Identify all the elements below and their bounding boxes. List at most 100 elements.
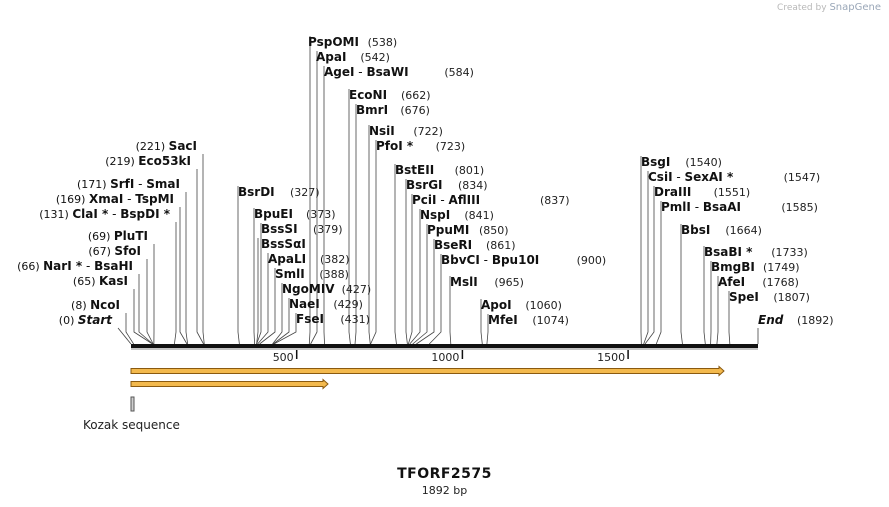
ruler: 500 1000 1500	[273, 350, 629, 364]
site-label-apali: ApaLI (382)	[268, 252, 350, 266]
site-leader	[202, 154, 205, 345]
ruler-tick-label: 1500	[597, 351, 625, 364]
site-leader	[428, 254, 442, 345]
site-leader	[643, 171, 649, 345]
site-position: (1749)	[763, 261, 800, 274]
site-leader	[480, 299, 483, 345]
site-name: MslI	[450, 275, 478, 289]
site-label-nari: (66) NarI * - BsaHI	[17, 259, 133, 273]
orf-arrow	[130, 365, 725, 377]
site-name: BmrI	[356, 103, 388, 117]
site-name: PpuMI	[427, 223, 469, 237]
site-name: (0) Start	[59, 313, 113, 327]
site-leader	[416, 239, 435, 345]
site-label-bsrdi: BsrDI (327)	[238, 185, 320, 199]
site-name: MfeI	[488, 313, 518, 327]
site-label-apoi: ApoI (1060)	[481, 298, 562, 312]
site-leader	[449, 276, 452, 345]
site-leader	[348, 89, 351, 345]
site-leader	[256, 238, 259, 345]
site-leader	[272, 298, 290, 345]
site-label-bsteii: BstEII (801)	[395, 163, 484, 177]
site-name: AgeI - BsaWI	[324, 65, 409, 79]
site-label-bsssi: BssSI (379)	[261, 222, 343, 236]
site-label-pmli: PmlI - BsaAI (1585)	[661, 200, 818, 214]
kozak-feature	[130, 396, 135, 412]
site-position: (1892)	[797, 314, 834, 327]
site-leader-lines	[117, 36, 759, 345]
site-position: (1768)	[762, 276, 799, 289]
site-label-pluti: (69) PluTI	[88, 229, 148, 243]
site-leader	[174, 222, 177, 345]
site-label-apai: ApaI (542)	[316, 50, 390, 64]
site-leader	[680, 224, 683, 345]
site-position: (1060)	[525, 299, 562, 312]
site-position: (834)	[458, 179, 488, 192]
sequence-length: 1892 bp	[421, 484, 468, 497]
site-position: (1547)	[784, 171, 821, 184]
credit-prefix: Created by	[777, 3, 827, 13]
site-label-bsgi: BsgI (1540)	[641, 155, 722, 169]
site-label-ncoi: (8) NcoI	[71, 298, 120, 312]
site-name: BsrDI	[238, 185, 275, 199]
feature-track	[130, 365, 725, 412]
site-position: (542)	[360, 51, 390, 64]
site-name: AfeI	[718, 275, 745, 289]
site-name: PfoI *	[376, 139, 414, 153]
site-leader	[655, 201, 662, 345]
site-position: (841)	[464, 209, 494, 222]
site-label-saci: (221) SacI	[136, 139, 197, 153]
site-name: PmlI - BsaAI	[661, 200, 741, 214]
site-name: (219) Eco53kI	[105, 154, 191, 168]
site-label-srfi: (171) SrfI - SmaI	[77, 177, 180, 191]
site-label-xmai: (169) XmaI - TspMI	[56, 192, 174, 206]
site-label-bmri: BmrI (676)	[356, 103, 430, 117]
site-leader	[354, 104, 357, 345]
site-leader	[257, 253, 269, 345]
site-position: (431)	[340, 313, 370, 326]
site-position: (538)	[368, 36, 398, 49]
site-label-bseri: BseRI (861)	[434, 238, 516, 252]
sequence-title: TFORF2575	[397, 466, 492, 482]
site-name: ApaI	[316, 50, 346, 64]
site-label-bbsi: BbsI (1664)	[681, 223, 762, 237]
site-position: (584)	[444, 66, 474, 79]
site-leader	[323, 66, 325, 345]
site-leader	[728, 291, 731, 345]
snapgene-logo: SnapGene	[829, 2, 881, 13]
site-name: ApoI	[481, 298, 512, 312]
site-leader	[272, 283, 283, 345]
site-position: (965)	[494, 276, 524, 289]
site-label-msli: MslI (965)	[450, 275, 524, 289]
site-leader	[196, 169, 204, 345]
site-leader	[644, 186, 655, 345]
site-label-afei: AfeI (1768)	[718, 275, 799, 289]
site-label-bsssαi: BssSαI	[261, 237, 306, 251]
site-name: DraIII	[654, 185, 691, 199]
site-label-draiii: DraIII (1551)	[654, 185, 750, 199]
site-leader	[179, 207, 188, 345]
site-label-econi: EcoNI (662)	[349, 88, 431, 102]
site-leader	[256, 223, 262, 345]
site-position: (676)	[400, 104, 430, 117]
site-leader	[117, 327, 132, 345]
site-leader	[308, 36, 311, 345]
site-leader	[394, 164, 397, 345]
site-position: (850)	[479, 224, 509, 237]
site-label-agei: AgeI - BsaWI (584)	[324, 65, 474, 79]
site-leader	[703, 246, 706, 345]
site-name: (131) ClaI * - BspDI *	[39, 207, 170, 221]
site-position: (722)	[413, 125, 443, 138]
site-leader	[138, 274, 154, 345]
site-label-fsei: FseI (431)	[296, 312, 370, 326]
site-position: (379)	[313, 223, 343, 236]
ruler-tick-label: 500	[273, 351, 294, 364]
site-leader	[273, 313, 297, 345]
site-leader	[310, 51, 318, 345]
site-position: (1807)	[773, 291, 810, 304]
site-label-nspi: NspI (841)	[420, 208, 494, 222]
site-position: (900)	[577, 254, 607, 267]
site-leader	[412, 224, 428, 345]
site-name: BpuEI	[254, 207, 293, 221]
site-leader	[185, 192, 189, 345]
